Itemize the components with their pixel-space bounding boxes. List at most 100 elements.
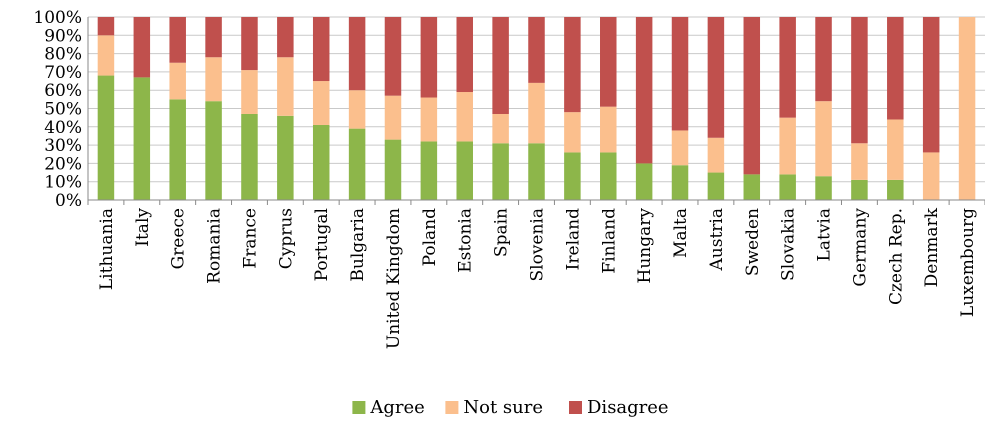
- bar-segment-not-sure: [384, 95, 402, 140]
- bar-segment-agree: [384, 139, 402, 200]
- bar-segment-not-sure: [887, 119, 904, 180]
- legend: Agree Not sure Disagree: [352, 397, 669, 418]
- x-category-label: Spain: [492, 208, 512, 257]
- bar-segment-disagree: [384, 17, 402, 96]
- bar-segment-agree: [169, 99, 186, 200]
- legend-swatch-agree: [352, 401, 366, 414]
- bar-segment-agree: [707, 172, 725, 200]
- y-tick-label: 60%: [44, 81, 82, 101]
- x-category-labels: Lithuania Italy Greece Romania France Cyprus P…: [97, 207, 978, 349]
- bar-segment-agree: [456, 141, 473, 200]
- y-tick-label: 50%: [44, 100, 82, 120]
- bar-segment-not-sure: [671, 130, 689, 166]
- bar-segment-agree: [277, 115, 294, 200]
- bar-segment-disagree: [743, 17, 761, 175]
- x-category-label: Finland: [599, 208, 619, 274]
- bar-segment-not-sure: [169, 62, 186, 100]
- bar-segment-not-sure: [815, 101, 832, 177]
- bar-segment-agree: [312, 124, 330, 200]
- bar-segment-disagree: [922, 17, 940, 153]
- x-category-label: Italy: [133, 208, 153, 247]
- x-category-label: Estonia: [456, 208, 476, 273]
- bar-segment-agree: [492, 143, 509, 200]
- x-category-label: Austria: [707, 208, 727, 271]
- bar-segment-agree: [779, 174, 796, 200]
- bar-segment-agree: [97, 75, 115, 200]
- bar-segment-disagree: [600, 17, 617, 107]
- bar-segment-agree: [205, 101, 222, 200]
- bar-segment-not-sure: [277, 57, 294, 116]
- bar-segment-disagree: [241, 17, 258, 71]
- bar-segment-disagree: [492, 17, 509, 114]
- bar-segment-agree: [635, 163, 653, 200]
- x-category-label: Lithuania: [97, 208, 117, 290]
- x-category-label: Bulgaria: [348, 208, 368, 282]
- bar-segment-not-sure: [779, 117, 796, 175]
- bar-segment-disagree: [456, 17, 473, 93]
- legend-label: Agree: [369, 397, 424, 418]
- bar-segment-disagree: [815, 17, 832, 102]
- x-category-label: Germany: [850, 208, 870, 287]
- x-category-label: Greece: [169, 208, 189, 269]
- bar-segment-disagree: [528, 17, 545, 83]
- bar-segment-disagree: [169, 17, 186, 63]
- bar-segment-disagree: [635, 17, 653, 164]
- x-category-label: Slovakia: [779, 208, 799, 281]
- bar-segment-not-sure: [205, 57, 222, 102]
- legend-swatch-not-sure: [445, 401, 459, 414]
- x-category-label: Slovenia: [528, 208, 548, 282]
- bar-segment-agree: [420, 141, 438, 200]
- bar-segment-agree: [600, 152, 617, 200]
- bar-segment-not-sure: [312, 81, 330, 125]
- bar-segment-not-sure: [97, 35, 115, 76]
- bar-segment-disagree: [779, 17, 796, 118]
- y-tick-label: 40%: [44, 118, 82, 138]
- y-tick-label: 0%: [55, 191, 82, 211]
- bar-segment-disagree: [277, 17, 294, 58]
- y-tick-labels: 0%10%20%30%40%50%60%70%80%90%100%: [33, 8, 82, 211]
- bar-segment-agree: [743, 174, 761, 200]
- bar-segment-not-sure: [241, 70, 258, 114]
- bar-segment-disagree: [851, 17, 868, 144]
- bar-segment-agree: [564, 152, 581, 200]
- bar-segment-disagree: [420, 17, 438, 98]
- x-category-label: Hungary: [635, 208, 655, 284]
- x-category-label: Czech Rep.: [886, 208, 906, 305]
- y-tick-label: 30%: [44, 136, 82, 156]
- bar-segment-not-sure: [600, 106, 617, 153]
- x-category-label: Luxembourg: [958, 208, 978, 317]
- x-category-label: Romania: [205, 208, 225, 284]
- legend-label: Not sure: [463, 397, 543, 418]
- bar-segment-not-sure: [958, 17, 976, 200]
- x-category-label: Denmark: [922, 207, 942, 287]
- x-category-label: Cyprus: [276, 208, 296, 269]
- bar-segment-agree: [887, 179, 904, 200]
- bar-segment-agree: [348, 128, 366, 200]
- bar-segment-disagree: [312, 17, 330, 82]
- bar-segment-disagree: [707, 17, 725, 138]
- x-category-label: Sweden: [743, 208, 763, 276]
- bar-segment-not-sure: [492, 113, 509, 144]
- x-category-label: Poland: [420, 208, 440, 267]
- bar-segment-not-sure: [348, 90, 366, 129]
- bar-segment-not-sure: [851, 143, 868, 180]
- axes: [87, 17, 985, 205]
- bar-segment-not-sure: [922, 152, 940, 200]
- bar-segment-not-sure: [528, 82, 545, 144]
- y-tick-label: 20%: [44, 154, 82, 174]
- y-tick-label: 10%: [44, 173, 82, 193]
- bar-segment-disagree: [671, 17, 689, 131]
- y-tick-label: 100%: [33, 8, 82, 28]
- legend-swatch-disagree: [569, 401, 582, 414]
- bar-segment-disagree: [133, 17, 151, 78]
- x-category-label: Portugal: [312, 208, 332, 281]
- bar-segment-disagree: [97, 17, 115, 36]
- bar-segment-agree: [241, 113, 258, 200]
- bar-segment-disagree: [564, 17, 581, 113]
- y-tick-label: 80%: [44, 45, 82, 65]
- x-category-label: Ireland: [563, 208, 583, 270]
- bar-segment-not-sure: [420, 97, 438, 142]
- bar-segment-agree: [815, 176, 832, 200]
